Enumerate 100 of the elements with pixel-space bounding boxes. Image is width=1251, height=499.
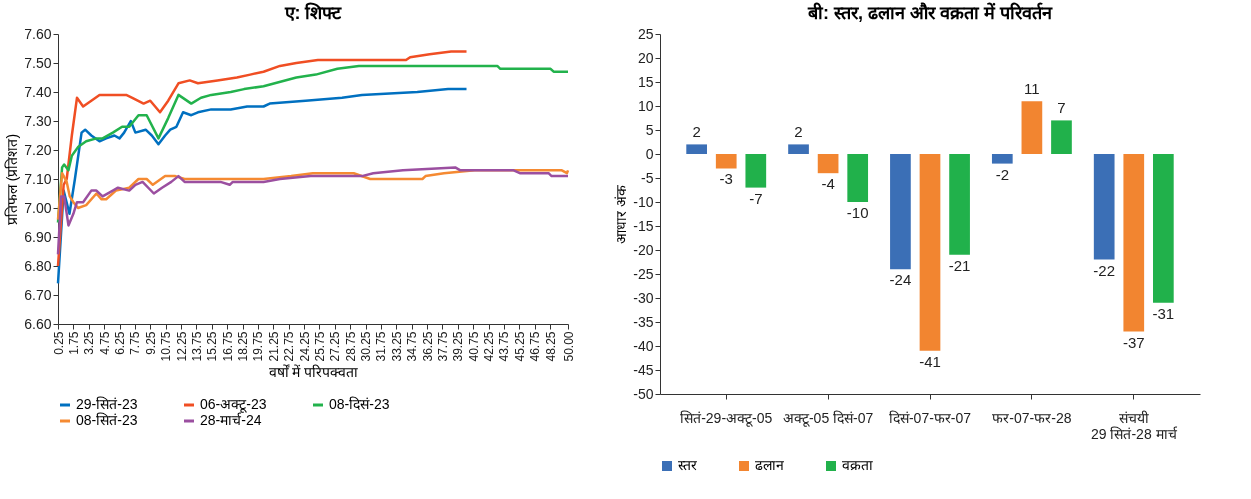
legend-label: ढलान <box>755 457 784 473</box>
bar <box>1021 101 1043 154</box>
line-series <box>56 166 570 256</box>
x-tick-label: 48.25 <box>543 331 558 362</box>
x-tick-label: 28.75 <box>343 331 358 362</box>
data-label: -21 <box>948 256 971 274</box>
data-label: -37 <box>1122 333 1145 351</box>
bar <box>817 154 839 174</box>
x-tick-label: अक्टू-05 दिसं-07 <box>782 409 874 427</box>
bar <box>1093 154 1115 260</box>
y-tick-label: -20 <box>633 241 654 258</box>
x-tick-label: 0.25 <box>51 331 66 355</box>
y-tick-label: 5 <box>645 121 654 138</box>
bar <box>847 154 869 202</box>
y-tick-label: 6.90 <box>24 228 52 245</box>
data-label: -2 <box>995 165 1009 183</box>
y-tick-label: 10 <box>637 97 654 114</box>
x-tick-label: 10.75 <box>159 331 174 362</box>
line-series <box>56 64 570 224</box>
bar <box>1051 120 1072 154</box>
y-tick-label: 20 <box>637 49 654 66</box>
data-label: -24 <box>889 271 912 289</box>
x-tick-label: 9.25 <box>143 331 158 355</box>
data-label: -3 <box>719 170 733 188</box>
bar <box>1123 154 1145 332</box>
data-label: 2 <box>692 123 701 141</box>
x-tick-label: सितं-29-अक्टू-05 <box>680 409 773 427</box>
legend-label: स्तर <box>678 457 697 473</box>
bar <box>686 144 707 154</box>
bar <box>919 154 941 351</box>
x-tick-label: 6.25 <box>113 331 128 355</box>
x-tick-label: 21.25 <box>266 331 281 362</box>
x-tick-label: 33.25 <box>389 331 404 362</box>
y-tick-label: -15 <box>633 217 654 234</box>
y-tick-label: -25 <box>633 265 654 282</box>
data-label: -4 <box>821 175 835 193</box>
x-tick-label: 3.25 <box>82 331 97 355</box>
x-tick-label: 30.25 <box>359 331 374 362</box>
x-tick-label: 45.25 <box>512 331 527 362</box>
y-axis-title: प्रतिफल (प्रतिशत) <box>4 133 21 226</box>
y-tick-label: -40 <box>633 337 654 354</box>
legend-label: वक्रता <box>842 457 873 473</box>
x-tick-label: दिसं-07-फर-07 <box>888 409 972 426</box>
y-tick-label: -35 <box>633 313 654 330</box>
y-tick-label: 7.10 <box>24 170 52 187</box>
x-tick-label: 42.25 <box>482 331 497 362</box>
data-label: -7 <box>749 189 763 207</box>
x-tick-label: 25.75 <box>312 331 327 362</box>
data-label: -31 <box>1152 304 1175 322</box>
chart-title: ए: शिफ्ट <box>283 2 343 23</box>
x-tick-label: 13.75 <box>189 331 204 362</box>
y-tick-label: 7.00 <box>24 199 52 216</box>
y-tick-label: 25 <box>637 25 654 42</box>
y-tick-label: 7.50 <box>24 54 52 71</box>
x-tick-label: 46.75 <box>528 331 543 362</box>
y-tick-label: -30 <box>633 289 654 306</box>
x-tick-label: 24.25 <box>297 331 312 362</box>
data-label: -22 <box>1093 261 1116 279</box>
y-tick-label: 7.60 <box>24 25 52 42</box>
bar <box>991 154 1013 164</box>
legend-label: 08-सितं-23 <box>76 412 138 428</box>
x-tick-label: 50.00 <box>561 331 576 362</box>
x-tick-label: 15.25 <box>205 331 220 362</box>
x-tick-label: 1.75 <box>66 331 81 355</box>
y-tick-label: 0 <box>645 145 654 162</box>
x-tick-label: 12.25 <box>174 331 189 362</box>
y-tick-label: 15 <box>637 73 654 90</box>
x-tick-label: 27.25 <box>328 331 343 362</box>
y-tick-label: -5 <box>641 169 654 186</box>
x-tick-label: 4.75 <box>97 331 112 355</box>
x-tick-label: 37.75 <box>435 331 450 362</box>
data-label: 11 <box>1024 80 1040 98</box>
bar <box>890 154 911 270</box>
y-tick-label: -50 <box>633 385 654 402</box>
y-tick-label: 7.40 <box>24 83 52 100</box>
x-axis-title: वर्षों में परिपक्वता <box>268 363 359 380</box>
x-tick-label: 18.25 <box>236 331 251 362</box>
x-tick-label: 39.25 <box>451 331 466 362</box>
x-tick-label: 22.75 <box>282 331 297 362</box>
bar <box>788 144 809 154</box>
y-tick-label: -45 <box>633 361 654 378</box>
legend-label: 29-सितं-23 <box>76 396 138 412</box>
bar <box>715 154 737 169</box>
y-tick-label: 7.20 <box>24 141 52 158</box>
bar <box>745 154 767 188</box>
data-label: 2 <box>794 123 803 141</box>
bar <box>949 154 970 255</box>
x-tick-label: 19.75 <box>251 331 266 362</box>
x-tick-label: 36.25 <box>420 331 435 362</box>
legend-label: 28-मार्च-24 <box>200 412 262 428</box>
data-label: 7 <box>1057 99 1066 117</box>
x-tick-label: 34.75 <box>405 331 420 362</box>
x-tick-label: फर-07-फर-28 <box>992 409 1072 426</box>
y-tick-label: 6.80 <box>24 257 52 274</box>
x-tick-label: 43.75 <box>497 331 512 362</box>
line-series <box>56 50 468 268</box>
x-tick-label: 40.75 <box>466 331 481 362</box>
legend-label: 06-अक्टू-23 <box>200 396 267 413</box>
legend-label: 08-दिसं-23 <box>329 396 390 412</box>
x-tick-label: 31.75 <box>374 331 389 362</box>
